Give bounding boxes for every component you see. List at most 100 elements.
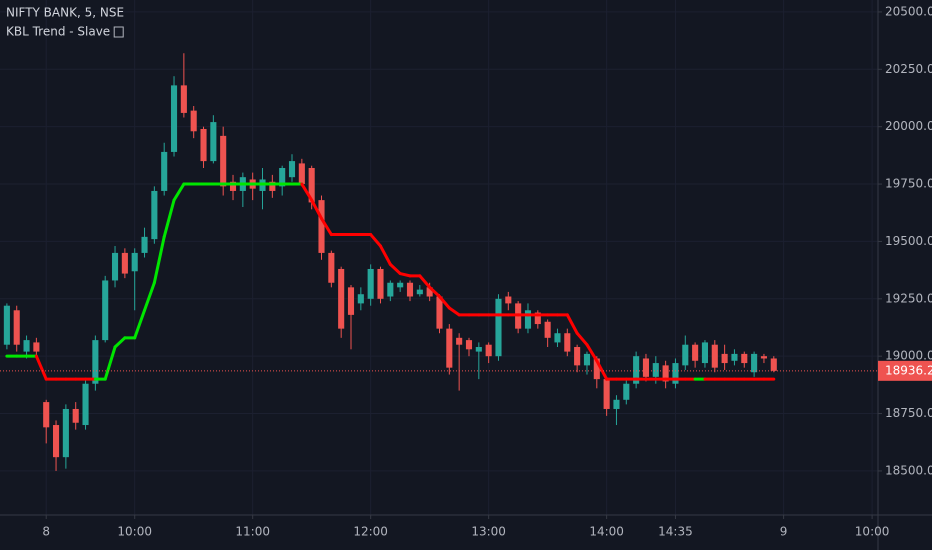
candle-body [593, 358, 600, 380]
chart-title: NIFTY BANK, 5, NSE [6, 6, 124, 20]
candle-body [190, 110, 197, 132]
trend-segment [595, 359, 609, 381]
candle-body [298, 163, 305, 185]
candle-body [711, 344, 718, 368]
x-tick-label: 12:00 [353, 525, 388, 539]
axes: 18500.00 18750.00 19000.00 19250.00 19500.00… [42, 4, 932, 539]
candle-body [180, 85, 187, 113]
grid [0, 0, 878, 515]
trend-segment [133, 308, 147, 340]
y-tick-label: 19250.00 [885, 291, 932, 305]
candle-body [111, 252, 119, 281]
candle-body [347, 287, 355, 315]
candle-body [387, 282, 394, 297]
candle-body [33, 342, 40, 352]
trend-segment [310, 198, 324, 220]
candle-body [564, 333, 571, 352]
candle-body [161, 151, 168, 191]
candle-body [465, 340, 473, 350]
candle-body [751, 353, 758, 373]
candle-body [495, 298, 502, 357]
trend-segment [447, 306, 461, 317]
candle-body [574, 347, 581, 366]
candle-body [505, 296, 512, 304]
candle-body [92, 340, 99, 384]
candle-body [485, 344, 492, 357]
candle-body [770, 358, 777, 371]
y-tick-label: 20500.00 [885, 4, 932, 18]
candle-body [229, 181, 237, 191]
trend-segment [585, 343, 599, 363]
candle-body [367, 268, 374, 299]
candle-body [13, 310, 20, 345]
candle-body [642, 358, 650, 377]
candle-body [672, 363, 679, 384]
trend-segment [388, 262, 402, 276]
x-tick-label: 14:00 [589, 525, 624, 539]
candle-body [633, 356, 640, 384]
trend-segment [398, 272, 412, 278]
candle-body [210, 122, 217, 162]
candle-body [318, 200, 325, 253]
candle-body [692, 344, 699, 361]
candle-body [3, 305, 10, 345]
x-tick-label: 11:00 [235, 525, 270, 539]
plot-area [0, 53, 878, 471]
trend-segment [300, 182, 314, 202]
candle-body [52, 425, 60, 458]
candle-body [426, 287, 433, 297]
trend-segment [378, 244, 392, 266]
trend-segment [103, 345, 117, 381]
candle-body [397, 282, 404, 288]
candle-body [23, 340, 30, 352]
candle-body [583, 353, 591, 366]
candle-body [613, 399, 620, 409]
candle-body [721, 353, 728, 364]
candle-body [328, 252, 335, 283]
candle-body [760, 356, 767, 359]
candle-body [475, 347, 482, 352]
x-tick-label: 14:35 [658, 525, 693, 539]
candle-body [357, 294, 364, 304]
trend-segment [152, 235, 166, 285]
candle-body [524, 310, 532, 329]
candle-body [652, 363, 659, 377]
candle-body [102, 280, 109, 341]
candle-body [731, 353, 738, 361]
candle-body [220, 135, 227, 187]
candle-body [406, 282, 414, 297]
x-tick-label: 8 [42, 525, 50, 539]
x-tick-label: 10:00 [117, 525, 152, 539]
candle-body [131, 252, 138, 272]
y-tick-label: 18750.00 [885, 406, 932, 420]
trend-segment [162, 198, 176, 239]
candle-body [288, 161, 296, 178]
candle-body [741, 353, 748, 364]
indicator-title[interactable]: KBL Trend - Slave [6, 25, 110, 39]
candle-body [436, 296, 443, 329]
trend-segment [113, 336, 127, 349]
candle-body [121, 252, 128, 274]
candle-body [279, 167, 286, 187]
candle-body [603, 379, 610, 409]
trend-segment [172, 182, 186, 202]
candle-body [269, 181, 276, 191]
y-tick-label: 19500.00 [885, 234, 932, 248]
trend-segment [565, 313, 579, 335]
candle-body [534, 312, 541, 325]
y-tick-label: 20250.00 [885, 62, 932, 76]
candle-body [554, 333, 561, 343]
candle-body [141, 236, 148, 253]
trend-segment [418, 274, 432, 289]
last-price-tag [878, 360, 932, 381]
candle-body [701, 342, 709, 364]
indicator-settings-icon[interactable] [113, 26, 124, 38]
y-tick-label: 18500.00 [885, 463, 932, 477]
x-tick-label: 10:00 [855, 525, 890, 539]
y-tick-label: 19000.00 [885, 349, 932, 363]
candle-body [82, 383, 89, 426]
candle-body [72, 408, 79, 423]
candle-body [623, 383, 630, 400]
